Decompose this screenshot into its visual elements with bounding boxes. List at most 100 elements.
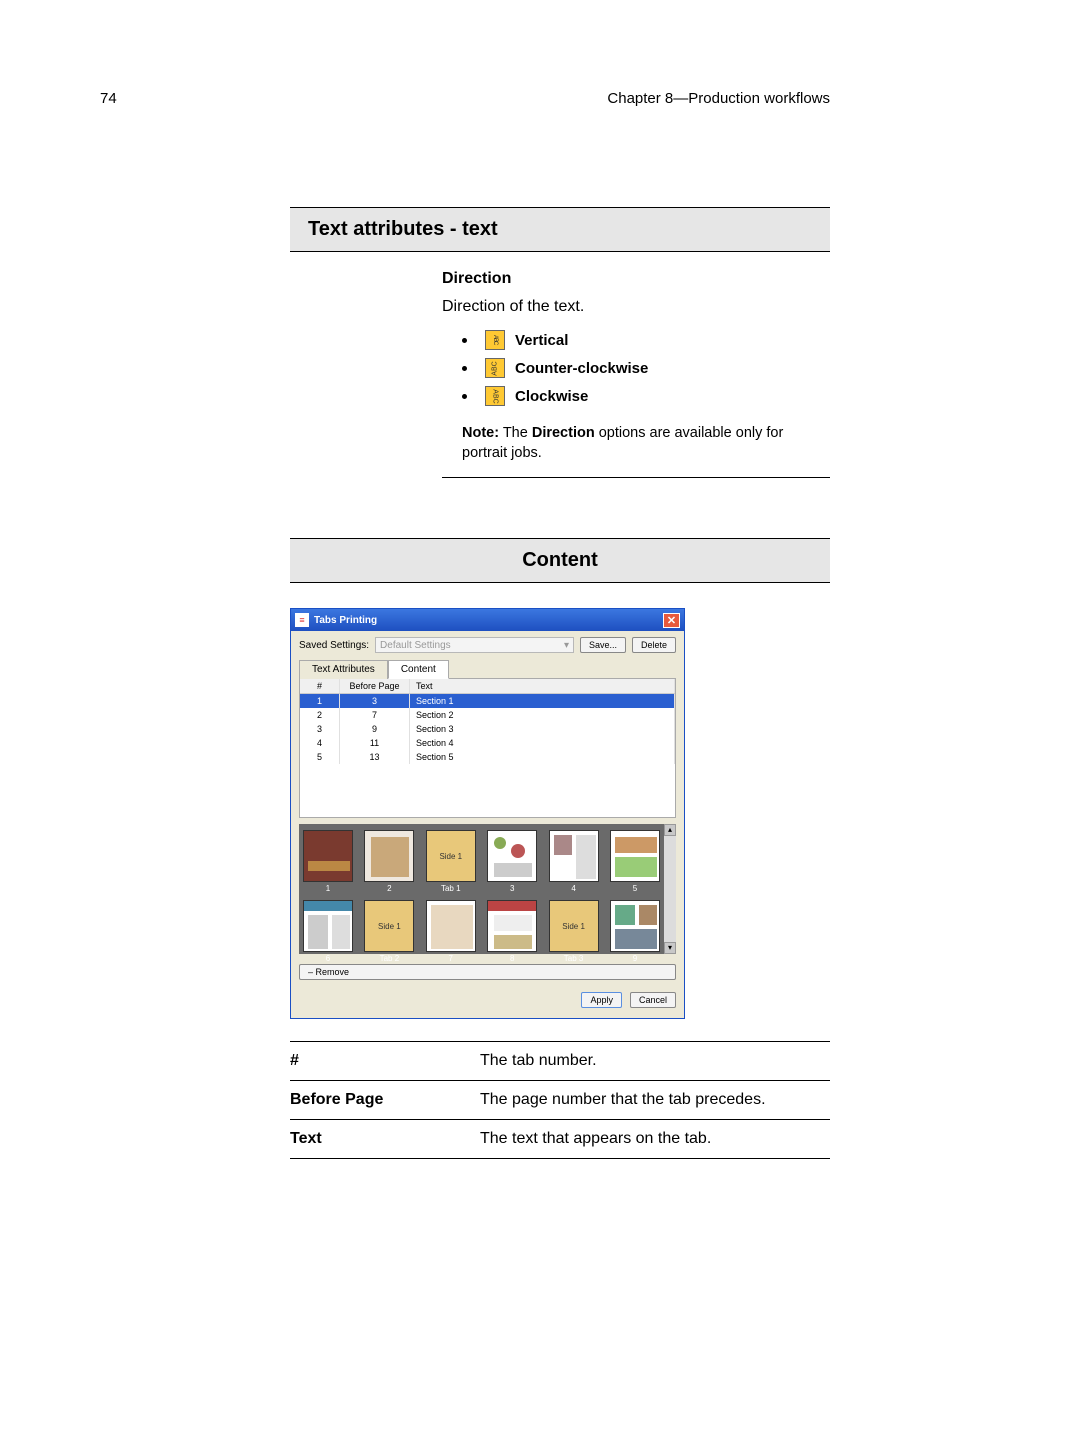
definition-row: Before Page The page number that the tab… bbox=[290, 1081, 830, 1120]
thumb-caption: 6 bbox=[304, 954, 352, 963]
def-desc: The tab number. bbox=[480, 1052, 830, 1070]
vertical-icon: ABC bbox=[485, 330, 505, 350]
option-cw: ABC Clockwise bbox=[462, 386, 830, 406]
bullet-icon bbox=[462, 394, 467, 399]
thumb-preview-icon bbox=[427, 901, 475, 951]
thumb-preview-icon bbox=[365, 831, 413, 881]
option-vertical: ABC Vertical bbox=[462, 330, 830, 350]
page-thumb[interactable]: 6 bbox=[303, 900, 353, 952]
section-divider bbox=[442, 477, 830, 478]
tab-thumb[interactable]: Side 1Tab 2 bbox=[364, 900, 414, 952]
tab-thumb[interactable]: Side 1Tab 1 bbox=[426, 830, 476, 882]
def-desc: The page number that the tab precedes. bbox=[480, 1091, 830, 1109]
thumbnails-scrollbar[interactable]: ▴ ▾ bbox=[664, 824, 676, 954]
cell-tx: Section 4 bbox=[410, 736, 675, 750]
cell-bp: 13 bbox=[340, 750, 410, 764]
page-thumb[interactable]: 5 bbox=[610, 830, 660, 882]
dialog-titlebar[interactable]: ≡ Tabs Printing ✕ bbox=[291, 609, 684, 631]
thumb-caption: 4 bbox=[550, 884, 598, 893]
thumb-caption: 8 bbox=[488, 954, 536, 963]
cell-tx: Section 3 bbox=[410, 722, 675, 736]
option-ccw-label: Counter-clockwise bbox=[515, 360, 648, 377]
thumbnails-panel: 1 2 Side 1Tab 1 3 4 5 6 Side 1Tab 2 7 8 … bbox=[299, 824, 676, 954]
table-row[interactable]: 1 3 Section 1 bbox=[300, 694, 675, 708]
tab-content[interactable]: Content bbox=[388, 660, 449, 679]
direction-heading: Direction bbox=[442, 270, 830, 288]
clockwise-icon: ABC bbox=[485, 386, 505, 406]
chapter-label: Chapter 8—Production workflows bbox=[607, 90, 830, 107]
page-thumb[interactable]: 7 bbox=[426, 900, 476, 952]
definition-row: # The tab number. bbox=[290, 1041, 830, 1081]
tab-thumb[interactable]: Side 1Tab 3 bbox=[549, 900, 599, 952]
def-desc: The text that appears on the tab. bbox=[480, 1130, 830, 1148]
delete-button[interactable]: Delete bbox=[632, 637, 676, 653]
saved-settings-dropdown[interactable]: Default Settings ▾ bbox=[375, 637, 574, 653]
cell-tx: Section 5 bbox=[410, 750, 675, 764]
cell-bp: 9 bbox=[340, 722, 410, 736]
thumb-caption: 9 bbox=[611, 954, 659, 963]
note-prefix: Note: bbox=[462, 425, 499, 441]
thumb-caption: Tab 1 bbox=[427, 884, 475, 893]
tab-thumb-label: Side 1 bbox=[378, 922, 401, 931]
cell-bp: 7 bbox=[340, 708, 410, 722]
thumb-caption: 5 bbox=[611, 884, 659, 893]
dialog-title: Tabs Printing bbox=[314, 615, 377, 626]
def-term: # bbox=[290, 1052, 480, 1070]
table-header-row: # Before Page Text bbox=[300, 679, 675, 694]
thumb-preview-icon bbox=[304, 901, 352, 951]
direction-body: Direction of the text. bbox=[442, 298, 830, 316]
cell-n: 5 bbox=[300, 750, 340, 764]
remove-button[interactable]: – Remove bbox=[299, 964, 676, 980]
option-vertical-label: Vertical bbox=[515, 332, 568, 349]
thumb-preview-icon bbox=[611, 831, 659, 881]
note-direction-word: Direction bbox=[532, 425, 595, 441]
section-title-text-attributes: Text attributes - text bbox=[290, 207, 830, 252]
note-text-1: The bbox=[499, 425, 532, 441]
table-row[interactable]: 3 9 Section 3 bbox=[300, 722, 675, 736]
scroll-up-icon[interactable]: ▴ bbox=[664, 824, 676, 836]
page-thumb[interactable]: 2 bbox=[364, 830, 414, 882]
page-thumb[interactable]: 3 bbox=[487, 830, 537, 882]
cell-n: 2 bbox=[300, 708, 340, 722]
page-number: 74 bbox=[100, 90, 117, 107]
cancel-button[interactable]: Cancel bbox=[630, 992, 676, 1008]
dialog-tabs: Text Attributes Content bbox=[291, 659, 684, 678]
table-row[interactable]: 5 13 Section 5 bbox=[300, 750, 675, 764]
table-row[interactable]: 2 7 Section 2 bbox=[300, 708, 675, 722]
thumb-row-2: 6 Side 1Tab 2 7 8 Side 1Tab 3 9 bbox=[303, 900, 672, 952]
apply-button[interactable]: Apply bbox=[581, 992, 622, 1008]
saved-settings-value: Default Settings bbox=[380, 640, 451, 651]
thumb-caption: 2 bbox=[365, 884, 413, 893]
tab-text-attributes[interactable]: Text Attributes bbox=[299, 660, 388, 679]
thumb-preview-icon bbox=[488, 901, 536, 951]
direction-note: Note: The Direction options are availabl… bbox=[462, 424, 830, 463]
scroll-down-icon[interactable]: ▾ bbox=[664, 942, 676, 954]
thumb-row-1: 1 2 Side 1Tab 1 3 4 5 bbox=[303, 830, 672, 882]
content-table: # Before Page Text 1 3 Section 1 2 7 Sec… bbox=[299, 678, 676, 818]
cell-tx: Section 2 bbox=[410, 708, 675, 722]
thumb-caption: 3 bbox=[488, 884, 536, 893]
save-button[interactable]: Save... bbox=[580, 637, 626, 653]
direction-options-list: ABC Vertical ABC Counter-clockwise ABC C… bbox=[462, 330, 830, 406]
definitions-table: # The tab number. Before Page The page n… bbox=[290, 1041, 830, 1159]
thumb-caption: Tab 3 bbox=[550, 954, 598, 963]
page-thumb[interactable]: 8 bbox=[487, 900, 537, 952]
col-text: Text bbox=[410, 679, 675, 693]
close-icon[interactable]: ✕ bbox=[663, 613, 680, 628]
page-thumb[interactable]: 1 bbox=[303, 830, 353, 882]
cell-n: 1 bbox=[300, 694, 340, 708]
col-before-page: Before Page bbox=[340, 679, 410, 693]
cell-n: 4 bbox=[300, 736, 340, 750]
saved-settings-row: Saved Settings: Default Settings ▾ Save.… bbox=[291, 631, 684, 659]
col-hash: # bbox=[300, 679, 340, 693]
thumb-preview-icon bbox=[550, 831, 598, 881]
table-row[interactable]: 4 11 Section 4 bbox=[300, 736, 675, 750]
thumb-caption: 7 bbox=[427, 954, 475, 963]
tab-thumb-label: Side 1 bbox=[562, 922, 585, 931]
page-thumb[interactable]: 9 bbox=[610, 900, 660, 952]
tab-thumb-label: Side 1 bbox=[439, 852, 462, 861]
page-thumb[interactable]: 4 bbox=[549, 830, 599, 882]
def-term: Text bbox=[290, 1130, 480, 1148]
cell-bp: 3 bbox=[340, 694, 410, 708]
saved-settings-label: Saved Settings: bbox=[299, 640, 369, 651]
